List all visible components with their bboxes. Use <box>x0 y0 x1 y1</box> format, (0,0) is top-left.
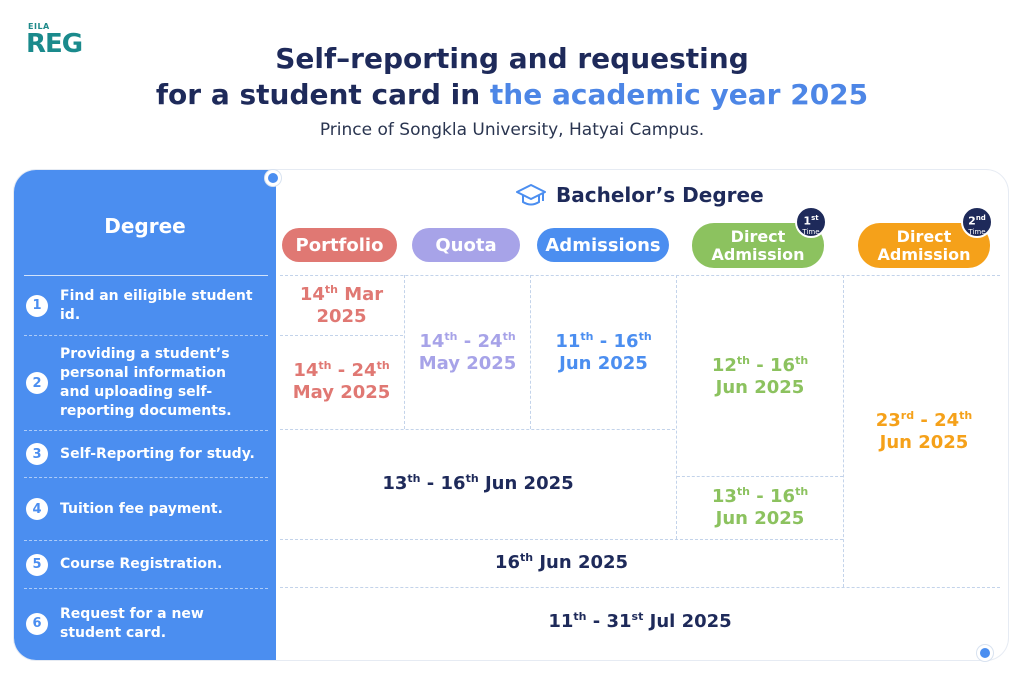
logo-small-text: EILA <box>28 22 50 31</box>
grid-line-direct1-split <box>677 476 843 477</box>
badge1-sup: st <box>811 214 819 222</box>
page-title-line2: for a student card in the academic year … <box>0 78 1024 112</box>
badge1-num: 1 <box>803 214 812 228</box>
step-label-1: Find an eiligible student id. <box>60 287 253 323</box>
portfolio-pill: Portfolio <box>282 228 397 262</box>
step-row-5: 5 Course Registration. <box>24 540 268 588</box>
step-label-5: Course Registration. <box>60 556 223 572</box>
direct2-date: 23rd - 24th Jun 2025 <box>875 409 973 453</box>
portfolio-step1-date: 14th Mar 2025 <box>299 283 384 327</box>
title-highlight-part: the academic year 2025 <box>489 78 869 111</box>
grid-vline-4 <box>843 275 844 587</box>
step-number-6: 6 <box>26 612 48 635</box>
admissions-date: 11th - 16th Jun 2025 <box>555 330 652 374</box>
portfolio-step2-date: 14th - 24th May 2025 <box>292 359 391 403</box>
step-number-5: 5 <box>26 553 48 576</box>
step-number-1: 1 <box>26 294 48 317</box>
page-title-line1: Self–reporting and requesting <box>275 42 749 75</box>
quota-date: 14th - 24th May 2025 <box>418 330 517 374</box>
step-row-1: 1 Find an eiligible student id. <box>24 275 268 335</box>
direct1-line2: Admission <box>711 244 805 264</box>
grid-vline-2 <box>530 275 531 429</box>
badge2-time: Time <box>968 227 986 236</box>
direct2-line2: Admission <box>877 244 971 264</box>
badge1-time: Time <box>802 227 820 236</box>
admissions-pill: Admissions <box>537 228 669 262</box>
step-row-2: 2 Providing a student’s personal informa… <box>24 335 268 430</box>
step-label-3: Self-Reporting for study. <box>60 445 255 462</box>
grid-line-step5 <box>280 539 843 540</box>
common-step6-date: 11th - 31st Jul 2025 <box>548 610 732 632</box>
grid-vline-1 <box>404 275 405 429</box>
step-number-4: 4 <box>26 498 48 520</box>
quota-pill: Quota <box>412 228 520 262</box>
grid-line-portfolio-split <box>280 335 403 336</box>
direct1-main-date: 12th - 16th Jun 2025 <box>711 353 809 398</box>
graduation-cap-icon <box>516 184 546 206</box>
grid-line-step3 <box>280 429 675 430</box>
bachelor-degree-label: Bachelor’s Degree <box>556 183 764 207</box>
eila-reg-logo: EILA REG <box>26 22 106 64</box>
badge2-num: 2 <box>968 214 976 228</box>
page-subtitle: Prince of Songkla University, Hatyai Cam… <box>319 120 705 140</box>
step-label-4: Tuition fee payment. <box>60 500 223 517</box>
first-time-badge: 1st Time <box>795 206 827 238</box>
step-row-6: 6 Request for a new student card. <box>24 588 268 658</box>
grid-line-top <box>280 275 1000 276</box>
step-row-3: 3 Self-Reporting for study. <box>24 430 268 477</box>
step-label-2: Providing a student’s personal informati… <box>60 346 232 419</box>
degree-column: Degree 1 Find an eiligible student id. 2… <box>14 170 276 660</box>
corner-dot-bottom <box>977 645 993 661</box>
direct1-line1: Direct <box>730 226 786 246</box>
corner-dot-top <box>265 170 281 186</box>
grid-vline-3 <box>676 275 677 539</box>
common-step3-4-date: 13th - 16th Jun 2025 <box>382 472 574 494</box>
common-step5-date: 16th Jun 2025 <box>494 551 629 573</box>
grid-line-step6 <box>280 587 1000 588</box>
second-time-badge: 2nd Time <box>961 206 993 238</box>
step-number-2: 2 <box>26 372 48 394</box>
title-dark-part: for a student card in <box>155 78 481 111</box>
logo-big-text: REG <box>26 29 83 59</box>
step-number-3: 3 <box>26 443 48 465</box>
step-label-6: Request for a new student card. <box>60 605 204 641</box>
bachelor-degree-header: Bachelor’s Degree <box>516 180 764 210</box>
direct2-line1: Direct <box>896 226 952 246</box>
badge2-sup: nd <box>975 214 986 222</box>
degree-header: Degree <box>104 214 186 238</box>
step-row-4: 4 Tuition fee payment. <box>24 477 268 540</box>
direct1-payment-date: 13th - 16th Jun 2025 <box>711 484 809 529</box>
